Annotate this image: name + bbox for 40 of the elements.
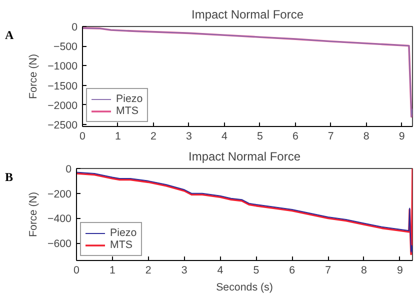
y-tick-label: −2500 [48,120,78,132]
x-tick-label: 1 [109,264,116,276]
y-tick-label: −1000 [48,60,78,73]
x-tick-label: 9 [398,130,405,142]
x-tick-label: 2 [145,264,152,276]
x-tick-label: 5 [253,264,260,276]
x-tick-label: 8 [363,130,370,142]
y-tick-label: −1500 [48,80,78,92]
x-tick-label: 4 [217,264,224,276]
y-tick-label: −600 [47,238,72,250]
text: B [5,169,14,186]
x-tick-label: 6 [289,264,296,276]
text: A [5,27,14,44]
x-tick-label: 2 [150,130,157,142]
y-tick-label: −200 [47,188,72,200]
x-tick-label: 0 [80,130,86,142]
x-tick-label: 4 [221,130,228,142]
x-tick-label: 7 [328,130,334,142]
legend-label: Piezo [116,93,143,105]
chart-title: Impact Normal Force [191,8,304,22]
legend-label: MTS [116,105,138,117]
y-axis-title: Force (N) [27,192,40,237]
x-tick-label: 3 [181,264,188,276]
x-tick-label: 5 [256,130,263,142]
x-tick-label: 1 [115,130,122,142]
x-tick-label: 3 [186,130,192,142]
x-tick-label: 6 [292,130,298,142]
y-tick-label: 0 [72,22,78,34]
x-tick-label: 9 [396,264,403,276]
x-axis-title: Seconds (s) [216,282,273,294]
x-tick-label: 7 [325,264,332,276]
chart-title: Impact Normal Force [188,150,301,164]
x-tick-label: 8 [361,264,368,276]
y-tick-label: −400 [47,213,72,226]
legend-label: Piezo [110,227,137,239]
y-tick-label: 0 [66,164,72,176]
legend-label: MTS [110,239,132,251]
y-axis-title: Force (N) [28,54,40,99]
y-tick-label: −2000 [48,100,78,112]
y-tick-label: −500 [53,41,78,54]
